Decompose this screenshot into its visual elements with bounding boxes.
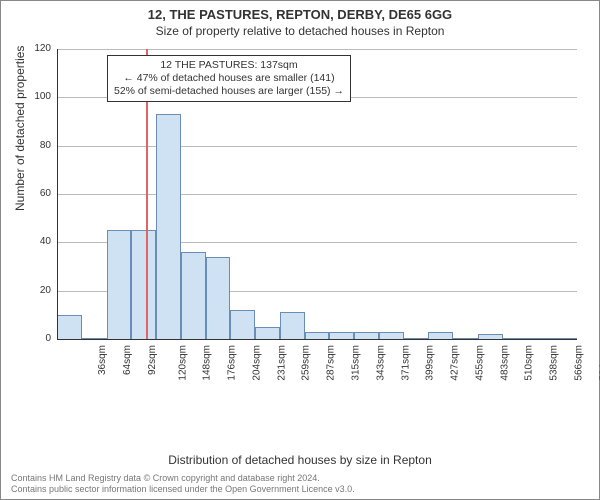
- x-tick-label: 315sqm: [351, 345, 362, 381]
- grid-line: [57, 194, 577, 195]
- x-tick-label: 427sqm: [450, 345, 461, 381]
- histogram-bar: [280, 312, 305, 339]
- y-axis-label: Number of detached properties: [13, 46, 27, 211]
- histogram-bar: [428, 332, 453, 339]
- annotation-line: 12 THE PASTURES: 137sqm: [114, 59, 344, 72]
- histogram-bar: [305, 332, 330, 339]
- y-tick-label: 60: [21, 188, 51, 199]
- x-tick-label: 36sqm: [97, 345, 108, 375]
- annotation-line: ← 47% of detached houses are smaller (14…: [114, 72, 344, 85]
- x-tick-label: 64sqm: [122, 345, 133, 375]
- histogram-bar: [255, 327, 280, 339]
- histogram-bar: [230, 310, 255, 339]
- footer-line: Contains public sector information licen…: [11, 484, 355, 495]
- grid-line: [57, 146, 577, 147]
- histogram-bar: [354, 332, 379, 339]
- plot-area: 02040608010012036sqm64sqm92sqm120sqm148s…: [57, 49, 577, 379]
- x-tick-label: 455sqm: [474, 345, 485, 381]
- x-tick-label: 538sqm: [549, 345, 560, 381]
- y-tick-label: 120: [21, 43, 51, 54]
- y-tick-label: 100: [21, 91, 51, 102]
- annotation-line: 52% of semi-detached houses are larger (…: [114, 85, 344, 98]
- x-tick-label: 259sqm: [301, 345, 312, 381]
- histogram-bar: [206, 257, 231, 339]
- x-tick-label: 483sqm: [499, 345, 510, 381]
- y-tick-label: 80: [21, 140, 51, 151]
- footer-attribution: Contains HM Land Registry data © Crown c…: [11, 473, 355, 495]
- y-tick-label: 0: [21, 333, 51, 344]
- footer-line: Contains HM Land Registry data © Crown c…: [11, 473, 355, 484]
- x-tick-label: 176sqm: [227, 345, 238, 381]
- histogram-bar: [156, 114, 181, 339]
- histogram-bar: [107, 230, 132, 339]
- x-tick-label: 92sqm: [147, 345, 158, 375]
- x-tick-label: 287sqm: [326, 345, 337, 381]
- chart-subtitle: Size of property relative to detached ho…: [1, 24, 599, 38]
- annotation-box: 12 THE PASTURES: 137sqm ← 47% of detache…: [107, 55, 351, 102]
- y-tick-label: 20: [21, 285, 51, 296]
- x-tick-label: 371sqm: [400, 345, 411, 381]
- x-tick-label: 399sqm: [425, 345, 436, 381]
- histogram-bar: [57, 315, 82, 339]
- x-tick-label: 343sqm: [375, 345, 386, 381]
- x-tick-label: 148sqm: [202, 345, 213, 381]
- chart-title: 12, THE PASTURES, REPTON, DERBY, DE65 6G…: [1, 7, 599, 22]
- histogram-bar: [329, 332, 354, 339]
- grid-line: [57, 49, 577, 50]
- x-tick-label: 566sqm: [573, 345, 584, 381]
- histogram-bar: [181, 252, 206, 339]
- x-axis-line: [57, 339, 577, 340]
- x-tick-label: 120sqm: [177, 345, 188, 381]
- x-tick-label: 204sqm: [252, 345, 263, 381]
- x-axis-label: Distribution of detached houses by size …: [1, 453, 599, 467]
- y-tick-label: 40: [21, 236, 51, 247]
- chart-container: 12, THE PASTURES, REPTON, DERBY, DE65 6G…: [0, 0, 600, 500]
- x-tick-label: 231sqm: [276, 345, 287, 381]
- y-axis-line: [57, 49, 58, 339]
- x-tick-label: 510sqm: [524, 345, 535, 381]
- histogram-bar: [131, 230, 156, 339]
- histogram-bar: [379, 332, 404, 339]
